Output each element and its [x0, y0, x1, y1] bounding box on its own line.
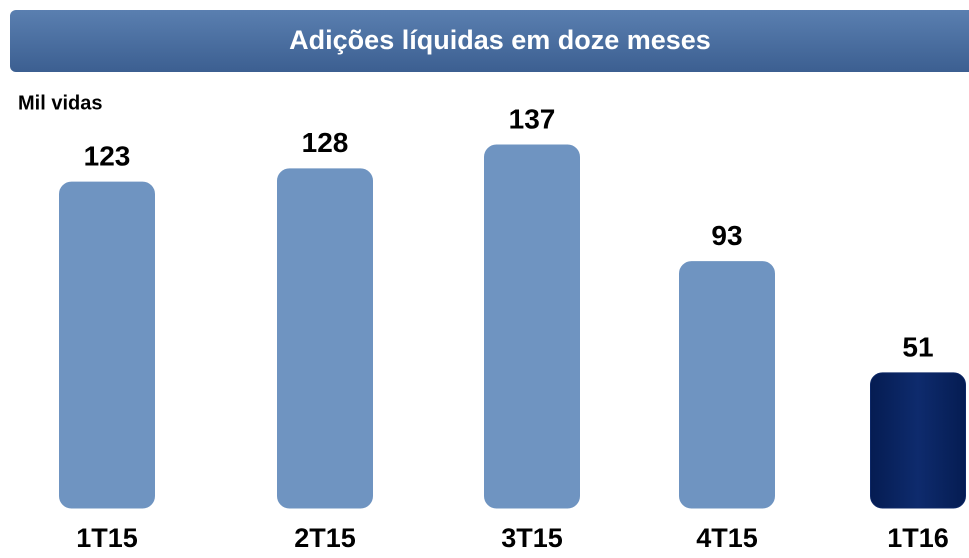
bar — [679, 261, 775, 509]
unit-label: Mil vidas — [18, 92, 102, 114]
value-label: 93 — [711, 220, 742, 251]
x-tick-label: 2T15 — [294, 523, 356, 553]
x-tick-label: 4T15 — [696, 523, 758, 553]
chart-title: Adições líquidas em doze meses — [289, 25, 711, 55]
value-label: 123 — [84, 140, 131, 171]
bar — [484, 144, 580, 509]
x-tick-label: 1T16 — [887, 523, 949, 553]
value-label: 51 — [902, 331, 933, 362]
value-label: 137 — [509, 103, 556, 134]
bar — [870, 372, 966, 509]
bar — [277, 168, 373, 509]
value-label: 128 — [302, 127, 349, 158]
bar — [59, 181, 155, 509]
header-banner — [10, 10, 969, 72]
x-tick-label: 1T15 — [76, 523, 138, 553]
x-tick-label: 3T15 — [501, 523, 563, 553]
